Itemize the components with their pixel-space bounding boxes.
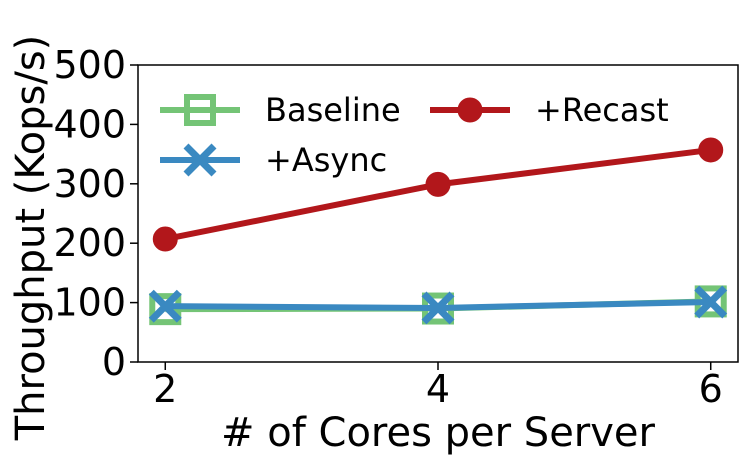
data-point-stroke-b — [421, 291, 455, 325]
y-tick-label: 500 — [53, 43, 126, 87]
legend-label: Baseline — [265, 91, 401, 129]
x-tick-label: 6 — [699, 367, 723, 411]
legend-item: +Async — [160, 141, 387, 179]
legend-label: +Async — [265, 141, 387, 179]
x-tick-label: 2 — [153, 367, 177, 411]
data-point-stroke-b — [694, 285, 728, 319]
x-tick-label: 4 — [426, 367, 450, 411]
y-tick-label: 100 — [53, 281, 126, 325]
legend-label: +Recast — [535, 91, 669, 129]
y-tick-label: 200 — [53, 221, 126, 265]
data-point — [698, 137, 724, 163]
legend: Baseline +Recast +Async — [160, 91, 669, 179]
legend-item: Baseline — [160, 91, 401, 129]
legend-swatch-marker — [183, 143, 217, 177]
data-point-stroke-b — [148, 289, 182, 323]
data-point — [425, 171, 451, 197]
legend-swatch-marker — [457, 97, 483, 123]
series-layer — [148, 137, 728, 326]
y-axis-label: Throughput (Kops/s) — [8, 35, 54, 442]
series-recast — [152, 137, 724, 252]
legend-item: +Recast — [430, 91, 669, 129]
legend-swatch-marker-stroke-b — [183, 143, 217, 177]
y-tick-label: 400 — [53, 102, 126, 146]
data-point — [148, 289, 182, 323]
y-tick-label: 0 — [102, 340, 126, 384]
ticks-layer: 0 100 200 300 400 500 2 4 6 — [53, 43, 722, 411]
y-tick-label: 300 — [53, 162, 126, 206]
data-point — [152, 226, 178, 252]
legend-swatch-marker — [184, 94, 216, 126]
data-point — [421, 291, 455, 325]
x-axis-label: # of Cores per Server — [221, 410, 656, 456]
data-point — [694, 285, 728, 319]
series-async — [148, 285, 728, 325]
